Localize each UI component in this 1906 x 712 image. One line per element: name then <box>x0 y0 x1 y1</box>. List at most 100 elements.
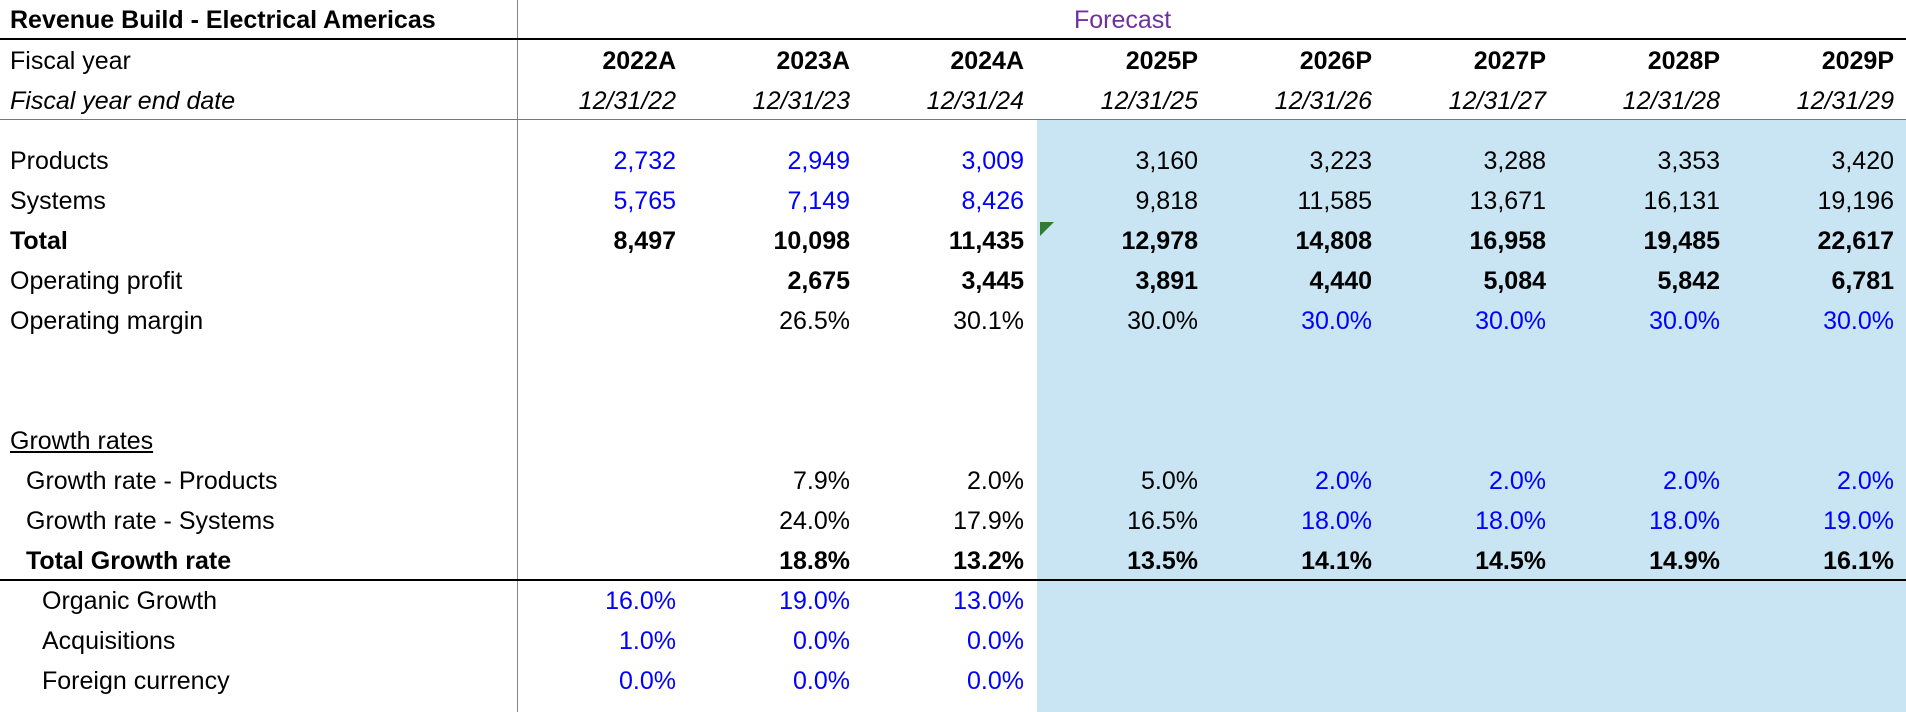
growth-rates-heading-row: Growth rates <box>0 421 1906 461</box>
growth-products-row: Growth rate - Products 7.9% 2.0% 5.0% 2.… <box>0 461 1906 501</box>
value-cell[interactable]: 17.9% <box>953 507 1024 535</box>
value-cell[interactable]: 30.0% <box>1301 307 1372 335</box>
value-cell[interactable]: 5,842 <box>1657 267 1720 295</box>
year-cell[interactable]: 2029P <box>1821 47 1894 75</box>
value-cell[interactable]: 19,196 <box>1817 187 1894 215</box>
value-cell[interactable]: 16,958 <box>1469 227 1546 255</box>
value-cell[interactable]: 16.1% <box>1823 547 1894 575</box>
row-label: Growth rate - Systems <box>26 507 275 535</box>
year-cell[interactable]: 2028P <box>1647 47 1720 75</box>
value-cell[interactable]: 22,617 <box>1817 227 1894 255</box>
end-date-cell[interactable]: 12/31/24 <box>926 87 1024 115</box>
value-cell[interactable]: 19.0% <box>1823 507 1894 535</box>
systems-row: Systems 5,765 7,149 8,426 9,818 11,585 1… <box>0 181 1906 221</box>
value-cell[interactable]: 5,765 <box>613 187 676 215</box>
value-cell[interactable]: 13,671 <box>1469 187 1546 215</box>
operating-profit-row: Operating profit 2,675 3,445 3,891 4,440… <box>0 261 1906 301</box>
value-cell[interactable]: 2.0% <box>1837 467 1894 495</box>
end-date-cell[interactable]: 12/31/26 <box>1274 87 1372 115</box>
value-cell[interactable]: 0.0% <box>967 667 1024 695</box>
forecast-shading <box>1037 120 1906 712</box>
value-cell[interactable]: 16.5% <box>1127 507 1198 535</box>
year-cell[interactable]: 2027P <box>1473 47 1546 75</box>
value-cell[interactable]: 2,675 <box>787 267 850 295</box>
value-cell[interactable]: 3,223 <box>1309 147 1372 175</box>
value-cell[interactable]: 30.0% <box>1649 307 1720 335</box>
value-cell[interactable]: 0.0% <box>793 667 850 695</box>
acquisitions-row: Acquisitions 1.0% 0.0% 0.0% <box>0 621 1906 661</box>
operating-margin-row: Operating margin 26.5% 30.1% 30.0% 30.0%… <box>0 301 1906 341</box>
value-cell[interactable]: 0.0% <box>793 627 850 655</box>
value-cell[interactable]: 9,818 <box>1135 187 1198 215</box>
value-cell[interactable]: 30.0% <box>1475 307 1546 335</box>
growth-systems-row: Growth rate - Systems 24.0% 17.9% 16.5% … <box>0 501 1906 541</box>
end-date-row: Fiscal year end date 12/31/22 12/31/23 1… <box>0 81 1906 121</box>
end-date-cell[interactable]: 12/31/28 <box>1622 87 1720 115</box>
value-cell[interactable]: 11,435 <box>948 227 1024 255</box>
value-cell[interactable]: 1.0% <box>619 627 676 655</box>
value-cell[interactable]: 16.0% <box>605 587 676 615</box>
end-date-cell[interactable]: 12/31/25 <box>1100 87 1198 115</box>
value-cell[interactable]: 2.0% <box>1663 467 1720 495</box>
value-cell[interactable]: 18.0% <box>1649 507 1720 535</box>
value-cell[interactable]: 18.8% <box>779 547 850 575</box>
value-cell[interactable]: 16,131 <box>1643 187 1720 215</box>
value-cell[interactable]: 10,098 <box>773 227 850 255</box>
value-cell[interactable]: 11,585 <box>1297 187 1372 215</box>
value-cell[interactable]: 3,445 <box>961 267 1024 295</box>
value-cell[interactable]: 6,781 <box>1831 267 1894 295</box>
value-cell[interactable]: 24.0% <box>779 507 850 535</box>
growth-rates-heading: Growth rates <box>10 427 154 455</box>
value-cell[interactable]: 18.0% <box>1301 507 1372 535</box>
value-cell[interactable]: 30.0% <box>1127 307 1198 335</box>
value-cell[interactable]: 12,978 <box>1121 227 1198 255</box>
value-cell[interactable]: 3,420 <box>1831 147 1894 175</box>
value-cell[interactable]: 14.9% <box>1649 547 1720 575</box>
value-cell[interactable]: 2,732 <box>613 147 676 175</box>
end-date-cell[interactable]: 12/31/22 <box>578 87 676 115</box>
value-cell[interactable]: 3,353 <box>1657 147 1720 175</box>
value-cell[interactable]: 2,949 <box>787 147 850 175</box>
value-cell[interactable]: 3,160 <box>1135 147 1198 175</box>
row-label: Acquisitions <box>42 627 176 655</box>
value-cell[interactable]: 3,288 <box>1483 147 1546 175</box>
value-cell[interactable]: 8,426 <box>961 187 1024 215</box>
value-cell[interactable]: 0.0% <box>967 627 1024 655</box>
end-date-cell[interactable]: 12/31/27 <box>1448 87 1546 115</box>
value-cell[interactable]: 19.0% <box>779 587 850 615</box>
year-cell[interactable]: 2024A <box>950 47 1024 75</box>
year-cell[interactable]: 2023A <box>776 47 850 75</box>
value-cell[interactable]: 14.5% <box>1475 547 1546 575</box>
value-cell[interactable]: 14.1% <box>1301 547 1372 575</box>
value-cell[interactable]: 5,084 <box>1483 267 1546 295</box>
value-cell[interactable]: 2.0% <box>1489 467 1546 495</box>
value-cell[interactable]: 30.1% <box>953 307 1024 335</box>
year-cell[interactable]: 2026P <box>1299 47 1372 75</box>
value-cell[interactable]: 0.0% <box>619 667 676 695</box>
row-label: Systems <box>10 187 106 215</box>
value-cell[interactable]: 13.2% <box>953 547 1024 575</box>
value-cell[interactable]: 13.5% <box>1127 547 1198 575</box>
value-cell[interactable]: 30.0% <box>1823 307 1894 335</box>
year-cell[interactable]: 2025P <box>1125 47 1198 75</box>
value-cell[interactable]: 19,485 <box>1643 227 1720 255</box>
row-label: Operating margin <box>10 307 204 335</box>
value-cell[interactable]: 2.0% <box>967 467 1024 495</box>
value-cell[interactable]: 18.0% <box>1475 507 1546 535</box>
total-row: Total 8,497 10,098 11,435 12,978 14,808 … <box>0 221 1906 261</box>
value-cell[interactable]: 2.0% <box>1315 467 1372 495</box>
value-cell[interactable]: 3,009 <box>961 147 1024 175</box>
value-cell[interactable]: 8,497 <box>613 227 676 255</box>
year-cell[interactable]: 2022A <box>602 47 676 75</box>
value-cell[interactable]: 4,440 <box>1309 267 1372 295</box>
value-cell[interactable]: 26.5% <box>779 307 850 335</box>
value-cell[interactable]: 7.9% <box>793 467 850 495</box>
value-cell[interactable]: 13.0% <box>953 587 1024 615</box>
end-date-cell[interactable]: 12/31/29 <box>1796 87 1894 115</box>
value-cell[interactable]: 14,808 <box>1295 227 1372 255</box>
value-cell[interactable]: 7,149 <box>787 187 850 215</box>
value-cell[interactable]: 3,891 <box>1135 267 1198 295</box>
value-cell[interactable]: 5.0% <box>1141 467 1198 495</box>
end-date-cell[interactable]: 12/31/23 <box>752 87 850 115</box>
comment-indicator-icon[interactable] <box>1040 222 1054 236</box>
